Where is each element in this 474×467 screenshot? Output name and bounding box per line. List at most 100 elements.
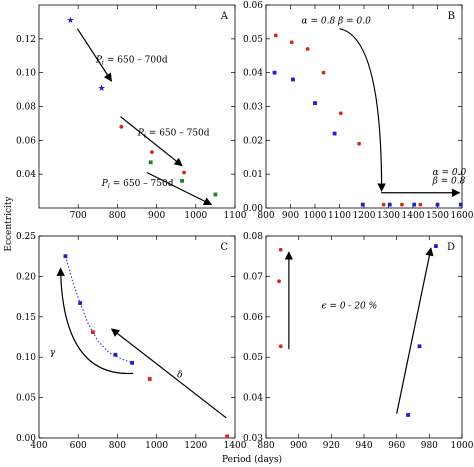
data-point: [387, 202, 392, 207]
y-tick-label: 0.05: [16, 394, 36, 404]
y-tick-label: 0.12: [16, 35, 36, 45]
x-tick-label: 920: [323, 441, 340, 451]
x-tick-label: 600: [70, 441, 87, 451]
x-tick-label: 960: [388, 441, 405, 451]
x-tick-label: 1100: [328, 211, 351, 221]
x-tick-label: 400: [30, 441, 47, 451]
data-point: [418, 202, 423, 207]
arrow: [120, 116, 183, 167]
x-tick-label: 1400: [402, 211, 425, 221]
arrow: [396, 247, 434, 414]
x-tick-label: 1200: [353, 211, 376, 221]
annotation: α = 0.8 β = 0.0: [302, 17, 372, 27]
data-point: [289, 40, 294, 45]
y-tick-label: 0.00: [16, 434, 36, 444]
y-tick-label: 0.25: [16, 232, 36, 242]
x-tick-label: 1000: [145, 441, 168, 451]
data-point: [313, 101, 317, 106]
panel-label: C: [220, 242, 228, 253]
data-point: [119, 124, 124, 129]
arrow: [56, 267, 134, 374]
annotation: β = 0.8: [432, 177, 466, 187]
annotation: α = 0.0: [433, 168, 467, 178]
data-point: [332, 131, 337, 136]
y-tick-label: 0.05: [243, 35, 263, 45]
plot-frame: [38, 235, 236, 439]
y-tick-label: 0.06: [16, 136, 36, 146]
y-tick-label: 0.04: [243, 394, 263, 404]
data-point: [147, 377, 152, 381]
x-tick-label: 900: [282, 211, 299, 221]
y-tick-label: 0.04: [243, 69, 263, 79]
data-point: [272, 70, 277, 75]
data-point: [458, 202, 463, 207]
x-tick-label: 980: [421, 441, 438, 451]
x-tick-label: 1000: [451, 441, 474, 451]
annotation: Pi = 650 – 700d: [95, 56, 168, 67]
arrow: [146, 171, 213, 206]
data-point: [305, 47, 310, 51]
x-tick-label: 1100: [224, 211, 247, 221]
data-point: [278, 247, 283, 252]
x-tick-label: 1400: [224, 441, 247, 451]
plot-frame: [265, 235, 463, 439]
x-tick-label: 900: [290, 441, 307, 451]
data-point: [321, 70, 326, 75]
y-tick-label: 0.10: [16, 353, 36, 363]
y-tick-label: 0.15: [16, 313, 36, 323]
panel-c: 400 600 800 1000 1200 1400 0.00 0.05 0.10 0.15 0.2…: [16, 232, 247, 451]
data-point: [148, 160, 153, 165]
annotation: δ: [177, 370, 182, 380]
data-point: [63, 254, 68, 259]
plot-frame: [38, 4, 236, 209]
data-point: [435, 202, 440, 207]
data-point: [291, 77, 295, 82]
data-point: [338, 111, 343, 116]
data-point: [149, 150, 154, 155]
data-point: [381, 202, 386, 207]
arrow: [339, 28, 386, 192]
x-tick-label: 940: [355, 441, 372, 451]
x-tick-label: 800: [109, 441, 126, 451]
y-tick-label: 0.10: [16, 69, 36, 79]
arrow: [110, 328, 227, 419]
x-tick-label: 800: [257, 211, 274, 221]
data-point: [78, 301, 83, 305]
y-tick-label: 0.07: [243, 272, 263, 282]
y-tick-label: 0.20: [16, 272, 36, 282]
data-point: [400, 202, 404, 207]
data-point: ★: [98, 84, 106, 94]
data-point: [433, 244, 438, 248]
data-point: [360, 202, 365, 207]
x-tick-label: 800: [109, 211, 126, 221]
data-point: [278, 344, 283, 349]
panel-d: 880 900 920 940 960 980 1000 0.03 0.04 0.05 0.06 0.…: [243, 232, 474, 451]
data-point: [225, 434, 230, 439]
panel-a: 700 800 900 1000 1100 0.04 0.06 0.08 0.10 0.12 A ★ ★…: [16, 4, 247, 221]
x-tick-label: 1000: [304, 211, 327, 221]
data-point: [182, 170, 186, 175]
x-tick-label: 1500: [426, 211, 449, 221]
y-tick-label: 0.04: [16, 170, 36, 180]
x-tick-label: 900: [148, 211, 165, 221]
annotation: ϵ = 0 - 20 %: [322, 302, 378, 312]
data-point: ★: [66, 16, 74, 26]
data-point: [213, 192, 218, 197]
data-point: [277, 279, 281, 284]
data-point: [130, 360, 134, 365]
y-tick-label: 0.08: [243, 232, 263, 242]
y-tick-label: 0.03: [243, 434, 263, 444]
panel-label: A: [220, 11, 229, 22]
data-point: [417, 344, 422, 349]
annotation: Pi = 650 – 750d: [101, 179, 174, 190]
x-axis-label: Period (days): [222, 454, 282, 465]
y-tick-label: 0.03: [243, 103, 263, 113]
y-tick-label: 0.02: [243, 136, 263, 146]
x-tick-label: 1300: [377, 211, 400, 221]
data-point: [113, 352, 118, 357]
x-tick-label: 1200: [184, 441, 207, 451]
x-tick-label: 880: [257, 441, 274, 451]
y-tick-label: 0.01: [243, 170, 263, 180]
y-tick-label: 0.00: [243, 204, 263, 214]
